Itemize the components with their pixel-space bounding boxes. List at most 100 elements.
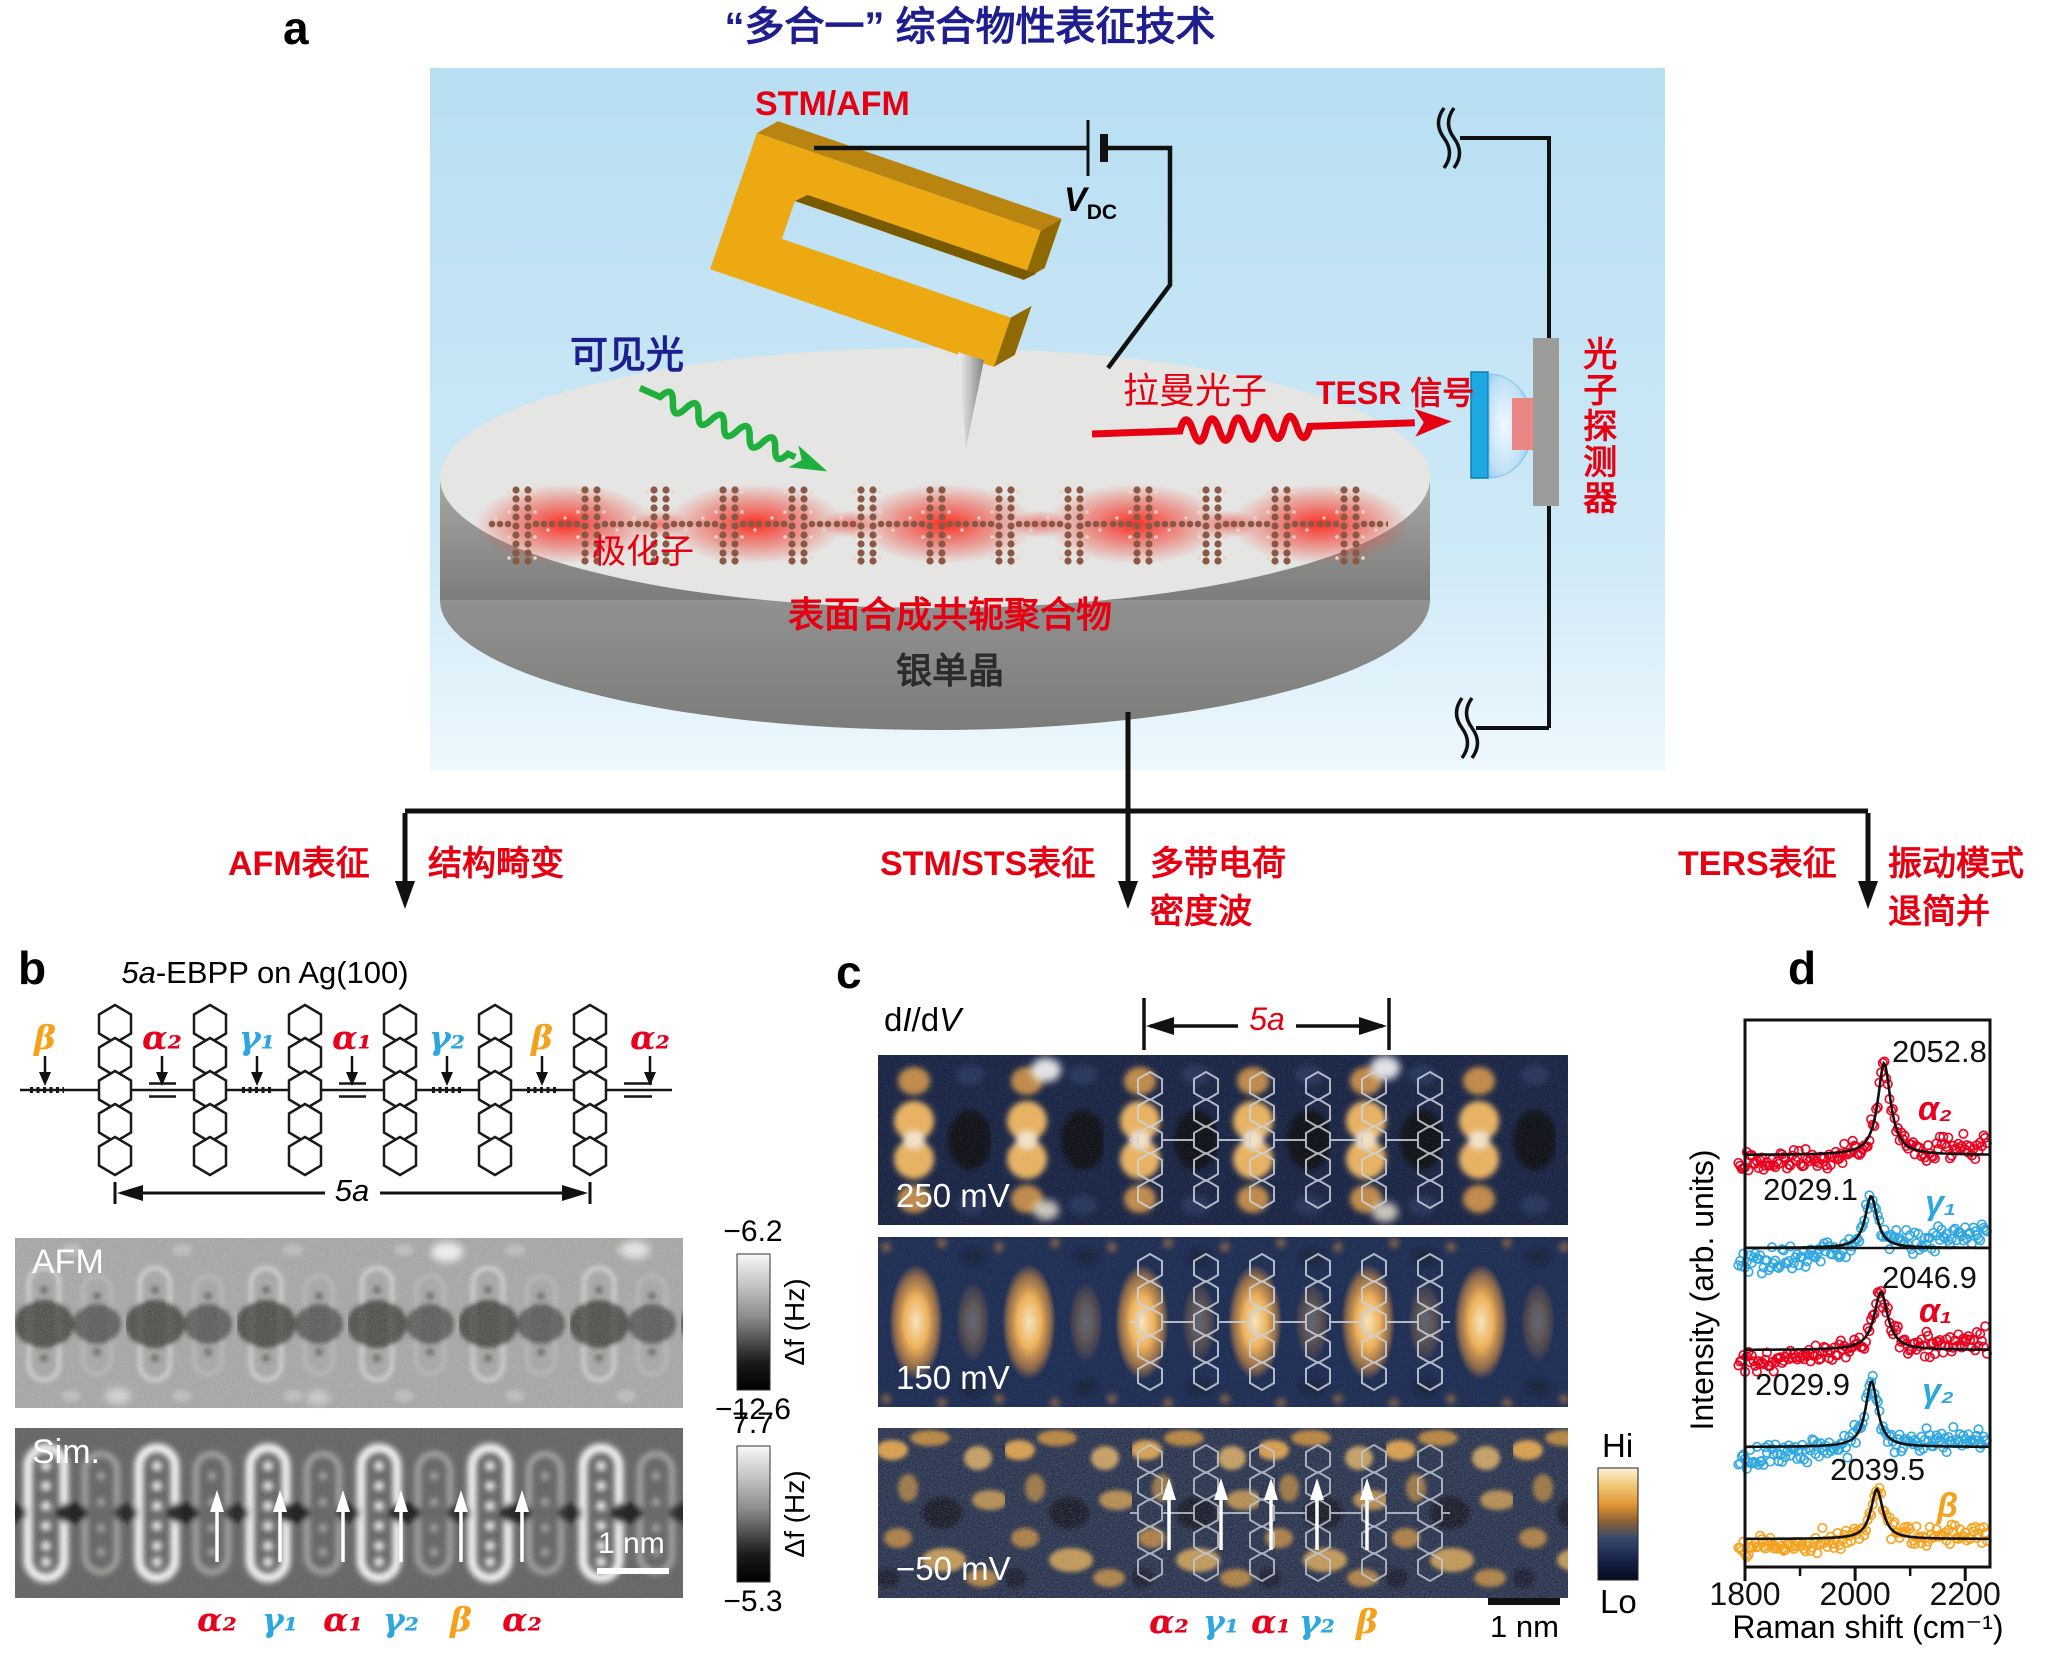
- visible-light-label: 可见光: [570, 335, 685, 377]
- branch-afm-result: 结构畸变: [428, 845, 564, 883]
- tesr-signal-label: TESR 信号: [1316, 375, 1475, 411]
- panel-b-structure: [15, 1005, 771, 1598]
- afm-image: [15, 1238, 683, 1408]
- bond-label-gamma1: γ₁: [238, 1018, 276, 1057]
- panel-c-letter: c: [836, 946, 862, 998]
- afm-cb-top: −6.2: [723, 1215, 783, 1248]
- panel-a-letter: a: [283, 2, 309, 54]
- site-label-b-2: γ₁: [261, 1600, 299, 1639]
- svg-text:α₁: α₁: [1919, 1292, 1952, 1330]
- branch-sts-method: STM/STS表征: [880, 845, 1096, 883]
- sim-image-label: Sim.: [32, 1433, 100, 1471]
- site-label-b-4: γ₂: [382, 1600, 420, 1639]
- sim-colorbar: [736, 1445, 771, 1583]
- site-label-c-3: α₁: [1251, 1602, 1291, 1641]
- sim-cb-top: 7.7: [732, 1407, 774, 1440]
- bond-label-alpha2-1: α₂: [142, 1018, 182, 1057]
- svg-text:2000: 2000: [1820, 1576, 1891, 1612]
- sim-cb-bottom: −5.3: [723, 1585, 783, 1618]
- didv-label: dI/dV: [884, 1001, 962, 1038]
- site-label-b-1: α₂: [197, 1600, 237, 1639]
- afm-cb-unit: Δf (Hz): [779, 1278, 810, 1366]
- bond-label-gamma2: γ₂: [428, 1018, 466, 1057]
- figure-title: “多合一” 综合物性表征技术: [724, 5, 1216, 49]
- y-axis-label: Intensity (arb. units): [1684, 1149, 1720, 1431]
- didv-map-250mv: [878, 1055, 1568, 1225]
- site-label-b-6: α₂: [502, 1600, 542, 1639]
- stm-colorbar: [1597, 1467, 1639, 1581]
- polymer-chain: [475, 482, 1410, 566]
- raman-signal-arrow: [1091, 408, 1452, 445]
- bond-pointer-arrows: [39, 1056, 656, 1086]
- svg-text:2046.9: 2046.9: [1882, 1260, 1977, 1295]
- afm-image-label: AFM: [32, 1243, 104, 1281]
- svg-text:2200: 2200: [1930, 1576, 2001, 1612]
- branch-flow: [395, 712, 1878, 909]
- bias-neg50mv: −50 mV: [896, 1550, 1011, 1587]
- panel-a-schematic: [430, 68, 1665, 770]
- bias-circuit-wire: [814, 120, 1173, 370]
- sim-cb-unit: Δf (Hz): [779, 1470, 810, 1558]
- svg-text:β: β: [1936, 1487, 1958, 1525]
- unit-cell-span-b: [113, 1182, 592, 1204]
- svg-text:γ₁: γ₁: [1925, 1184, 1956, 1222]
- stm-tip: [958, 352, 984, 448]
- site-label-c-4: γ₂: [1298, 1602, 1336, 1641]
- raman-photon-label: 拉曼光子: [1123, 370, 1268, 411]
- sim-image: [15, 1428, 683, 1598]
- branch-ters-method: TERS表征: [1678, 845, 1837, 883]
- bias-150mv: 150 mV: [896, 1359, 1010, 1396]
- panel-d-letter: d: [1788, 942, 1817, 994]
- scale-bar-label-c: 1 nm: [1490, 1609, 1559, 1644]
- site-label-c-1: α₂: [1149, 1602, 1189, 1641]
- branch-ters-result2: 退简并: [1888, 893, 1990, 931]
- scale-bar-sim: [597, 1568, 669, 1574]
- afm-cb-bottom: −12.6: [715, 1393, 791, 1426]
- bond-label-beta-2: β: [531, 1018, 553, 1057]
- bond-label-beta-1: β: [34, 1018, 56, 1057]
- scale-bar-c: [1488, 1598, 1560, 1605]
- bias-voltage-label: VDC: [1064, 181, 1118, 224]
- didv-map-neg50mv: [878, 1428, 1568, 1598]
- raman-spectra-chart: 2052.8 α₂ 2029.1 γ₁ 2046.9α₁ 2029.9 γ₂ 2039.5 β 1…: [1709, 1018, 2001, 1612]
- detector-wire: [1460, 136, 1551, 730]
- didv-map-150mv: [878, 1237, 1568, 1407]
- site-label-c-2: γ₁: [1202, 1602, 1240, 1641]
- panel-b-title: 5a-EBPP on Ag(100): [121, 955, 409, 990]
- svg-text:2039.5: 2039.5: [1830, 1452, 1925, 1487]
- panel-b-letter: b: [18, 942, 47, 994]
- branch-sts-result1: 多带电荷: [1150, 845, 1286, 883]
- span-5a-label-b: 5a: [326, 1174, 378, 1207]
- site-label-b-3: α₁: [323, 1600, 363, 1639]
- svg-text:γ₂: γ₂: [1922, 1372, 1954, 1410]
- scale-bar-label-sim: 1 nm: [598, 1527, 665, 1560]
- cb-hi-label: Hi: [1602, 1427, 1634, 1464]
- substrate-label: 银单晶: [895, 650, 1004, 691]
- afm-colorbar: [736, 1253, 771, 1391]
- polaron-label: 极化子: [592, 533, 694, 571]
- cb-lo-label: Lo: [1600, 1583, 1637, 1620]
- span-5a-label-c: 5a: [1240, 1002, 1294, 1037]
- svg-text:α₂: α₂: [1918, 1090, 1952, 1128]
- sensor-chip: [1512, 398, 1534, 450]
- svg-text:2052.8: 2052.8: [1892, 1034, 1987, 1069]
- svg-text:2029.1: 2029.1: [1763, 1172, 1858, 1207]
- photon-detector-bar: [1533, 338, 1559, 506]
- svg-text:1800: 1800: [1709, 1576, 1780, 1612]
- branch-ters-result1: 振动模式: [1888, 845, 2024, 883]
- visible-light-arrow: [638, 385, 828, 472]
- photon-detector-label: 光子探测器: [1577, 336, 1616, 516]
- bias-250mv: 250 mV: [896, 1177, 1010, 1214]
- x-axis-label: Raman shift (cm⁻¹): [1732, 1609, 2004, 1645]
- bond-label-alpha1: α₁: [332, 1018, 372, 1057]
- probe-label: STM/AFM: [755, 85, 910, 123]
- branch-afm-method: AFM表征: [228, 845, 370, 883]
- bond-label-alpha2-2: α₂: [630, 1018, 670, 1057]
- site-label-b-5: β: [450, 1600, 472, 1639]
- panel-c-maps: [878, 998, 1639, 1605]
- branch-sts-result2: 密度波: [1150, 893, 1252, 931]
- polymer-label: 表面合成共轭聚合物: [787, 594, 1112, 635]
- svg-text:2029.9: 2029.9: [1755, 1367, 1850, 1402]
- site-label-c-5: β: [1356, 1602, 1378, 1641]
